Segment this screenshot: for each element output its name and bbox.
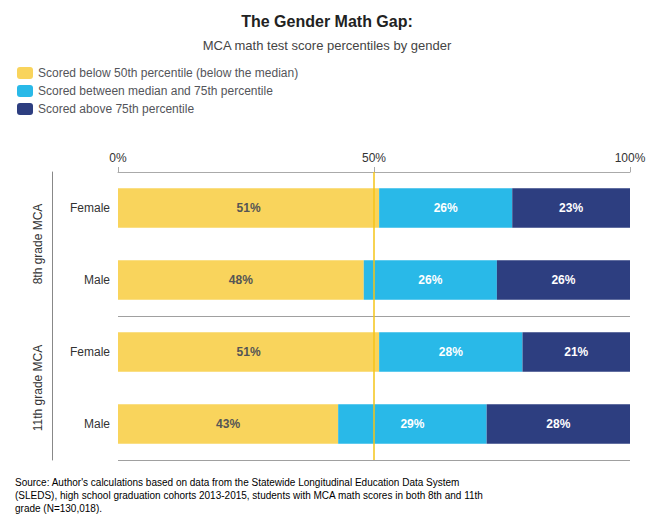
svg-text:26%: 26% <box>418 273 442 287</box>
svg-text:51%: 51% <box>237 345 261 359</box>
svg-text:23%: 23% <box>559 201 583 215</box>
svg-text:26%: 26% <box>434 201 458 215</box>
svg-text:Female: Female <box>70 201 110 215</box>
svg-text:The Gender Math Gap:: The Gender Math Gap: <box>241 13 413 30</box>
svg-text:50%: 50% <box>362 151 386 165</box>
svg-text:0%: 0% <box>109 151 127 165</box>
svg-text:29%: 29% <box>400 417 424 431</box>
svg-text:51%: 51% <box>237 201 261 215</box>
svg-text:100%: 100% <box>615 151 646 165</box>
svg-text:Male: Male <box>84 417 110 431</box>
svg-text:Scored below 50th percentile (: Scored below 50th percentile (below the … <box>38 66 298 80</box>
svg-text:Male: Male <box>84 273 110 287</box>
svg-text:28%: 28% <box>546 417 570 431</box>
svg-text:26%: 26% <box>551 273 575 287</box>
svg-text:21%: 21% <box>564 345 588 359</box>
svg-text:48%: 48% <box>229 273 253 287</box>
svg-text:grade (N=130,018).: grade (N=130,018). <box>15 503 102 514</box>
svg-text:Scored between median and 75th: Scored between median and 75th percentil… <box>38 84 273 98</box>
svg-text:Scored above 75th percentile: Scored above 75th percentile <box>38 102 194 116</box>
svg-text:8th grade MCA: 8th grade MCA <box>31 204 45 285</box>
svg-text:Female: Female <box>70 345 110 359</box>
svg-text:(SLEDS), high school graduatio: (SLEDS), high school graduation cohorts … <box>15 490 483 501</box>
svg-text:43%: 43% <box>216 417 240 431</box>
svg-text:Source: Author's calculations: Source: Author's calculations based on d… <box>15 477 459 488</box>
svg-text:11th grade MCA: 11th grade MCA <box>31 345 45 432</box>
svg-text:MCA math test score percentile: MCA math test score percentiles by gende… <box>203 38 452 53</box>
svg-text:28%: 28% <box>439 345 463 359</box>
